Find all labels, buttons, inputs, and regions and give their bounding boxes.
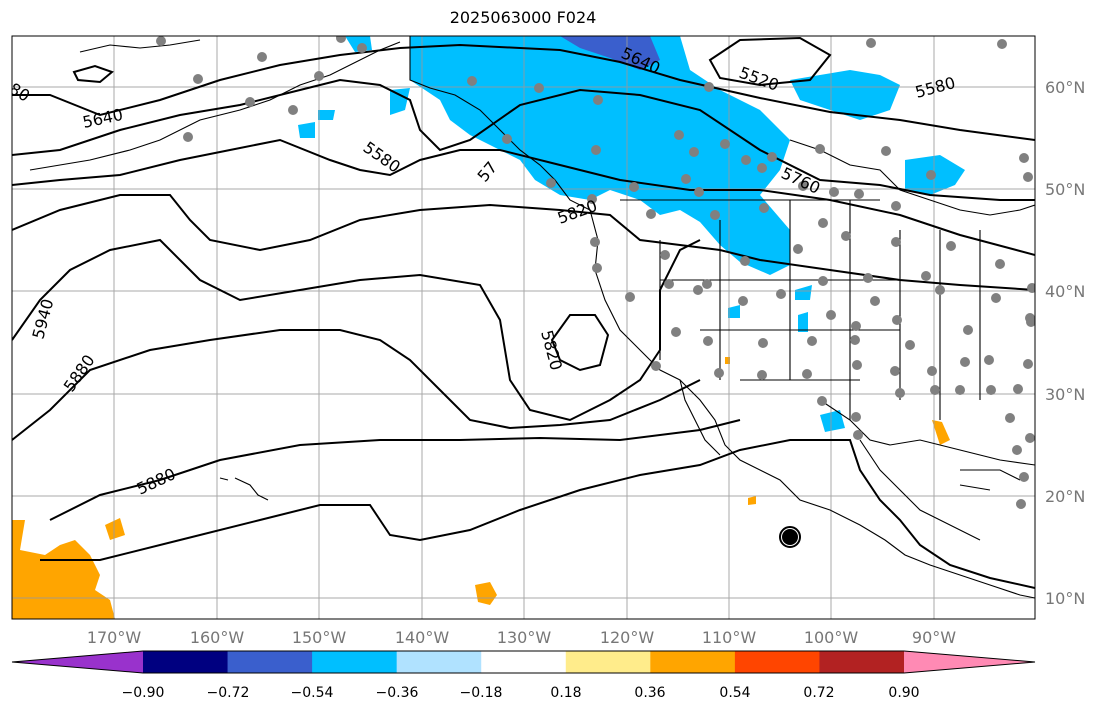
positive-anomaly-fill (12, 357, 950, 619)
colorbar-segment (565, 651, 651, 673)
latitude-label: 30°N (1045, 385, 1085, 404)
colorbar-tick-label: 0.72 (803, 685, 834, 701)
latitude-label: 40°N (1045, 282, 1085, 301)
colorbar-tick-label: 0.54 (719, 685, 750, 701)
colorbar-segment (734, 651, 820, 673)
negative-anomaly-fill (298, 36, 965, 432)
longitude-label: 160°W (190, 628, 245, 647)
map-title: 2025063000 F024 (449, 8, 597, 27)
colorbar-segment (819, 651, 905, 673)
colorbar-segment (650, 651, 736, 673)
longitude-label: 100°W (804, 628, 859, 647)
latitude-label: 50°N (1045, 180, 1085, 199)
longitude-label: 130°W (497, 628, 552, 647)
colorbar-segment (143, 651, 229, 673)
latitude-labels: 60°N 50°N 40°N 30°N 20°N 10°N (1045, 78, 1085, 608)
longitude-label: 170°W (87, 628, 142, 647)
colorbar-tick-label: 0.36 (634, 685, 665, 701)
map-frame (11, 35, 1036, 620)
longitude-label: 90°W (912, 628, 956, 647)
longitude-label: 150°W (292, 628, 347, 647)
colorbar-tick-label: −0.54 (291, 685, 334, 701)
hurricane-symbol (779, 526, 801, 548)
station-markers (156, 36, 1035, 509)
colorbar-extend-low (12, 651, 143, 673)
colorbar (11, 650, 1036, 674)
colorbar-tick-label: −0.72 (207, 685, 250, 701)
colorbar-tick-labels: −0.90 −0.72 −0.54 −0.36 −0.18 0.18 0.36 … (122, 685, 920, 701)
latitude-label: 20°N (1045, 487, 1085, 506)
latitude-label: 60°N (1045, 78, 1085, 97)
colorbar-outline (11, 650, 1036, 674)
colorbar-tick-label: −0.90 (122, 685, 165, 701)
colorbar-segment (312, 651, 398, 673)
height-contours (12, 36, 1035, 589)
colorbar-extend-high (904, 651, 1035, 673)
graticule (12, 36, 1035, 619)
colorbar-tick-label: 0.18 (550, 685, 581, 701)
map-panel: 80 5640 5580 5640 5520 5580 5760 57 5820… (12, 36, 1035, 619)
colorbar-segment (227, 651, 313, 673)
longitude-label: 140°W (395, 628, 450, 647)
colorbar-tick-label: −0.36 (376, 685, 419, 701)
colorbar-segment (396, 651, 482, 673)
colorbar-tick-label: −0.18 (460, 685, 503, 701)
colorbar-tick-label: 0.90 (888, 685, 919, 701)
colorbar-segment (481, 651, 567, 673)
latitude-label: 10°N (1045, 589, 1085, 608)
longitude-labels: 170°W 160°W 150°W 140°W 130°W 120°W 110°… (87, 628, 956, 647)
longitude-label: 110°W (702, 628, 757, 647)
longitude-label: 120°W (600, 628, 655, 647)
